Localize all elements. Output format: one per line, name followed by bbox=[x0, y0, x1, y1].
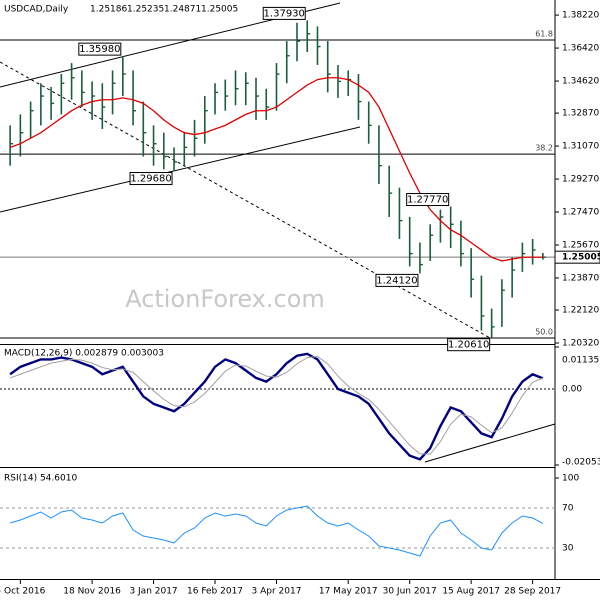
x-tick-label: 28 Sep 2017 bbox=[504, 587, 561, 597]
symbol: USDCAD,Daily bbox=[4, 5, 69, 15]
macd-tick-label: 0.011355 bbox=[562, 356, 600, 366]
macd-title: MACD(12,26,9) 0.002879 0.003003 bbox=[4, 349, 164, 359]
pivot-label: 1.27770 bbox=[407, 195, 448, 206]
x-tick-label: 18 Nov 2016 bbox=[63, 587, 121, 597]
y-tick-label: 1.27470 bbox=[562, 208, 599, 218]
y-tick-label: 1.29270 bbox=[562, 175, 599, 185]
pivot-label: 1.29680 bbox=[130, 174, 171, 185]
x-tick-label: 5 Oct 2016 bbox=[0, 587, 46, 597]
watermark: ActionForex.com bbox=[125, 285, 325, 313]
x-tick-label: 3 Apr 2017 bbox=[252, 587, 302, 597]
y-tick-label: 1.36420 bbox=[562, 44, 599, 54]
pivot-box bbox=[78, 42, 122, 56]
level-label: 38.2 bbox=[535, 144, 553, 153]
pivot-box bbox=[262, 6, 306, 20]
trend-line bbox=[424, 423, 556, 463]
price-badge bbox=[554, 250, 600, 264]
x-tick-label: 30 Jun 2017 bbox=[383, 587, 437, 597]
y-tick-label: 1.38220 bbox=[562, 11, 599, 21]
moving-average bbox=[9, 77, 543, 262]
pivot-label: 1.20610 bbox=[448, 340, 489, 351]
rsi-tick-label: 100 bbox=[562, 474, 579, 484]
rsi-tick-label: 70 bbox=[562, 504, 574, 514]
x-tick-label: 17 May 2017 bbox=[319, 587, 378, 597]
ohlc-value: 1.25005 bbox=[201, 5, 238, 15]
x-tick-label: 3 Jan 2017 bbox=[129, 587, 177, 597]
y-tick-label: 1.34620 bbox=[562, 77, 599, 87]
y-tick-label: 1.23870 bbox=[562, 273, 599, 283]
y-tick-label: 1.32870 bbox=[562, 109, 599, 119]
y-tick-label: 1.22120 bbox=[562, 306, 599, 316]
pivot-label: 1.37930 bbox=[264, 8, 305, 19]
pivot-box bbox=[375, 273, 419, 287]
level-label: 50.0 bbox=[535, 328, 553, 337]
ohlc-value: 1.24871 bbox=[164, 5, 201, 15]
rsi-line bbox=[9, 505, 544, 557]
y-tick-label: 1.20320 bbox=[562, 339, 599, 349]
y-tick-label: 1.25670 bbox=[562, 240, 599, 250]
macd-line bbox=[9, 352, 544, 461]
level-label: 61.8 bbox=[535, 30, 553, 39]
macd-line bbox=[9, 355, 544, 455]
ohlc-value: 1.25235 bbox=[127, 5, 164, 15]
x-tick-label: 16 Feb 2017 bbox=[187, 587, 243, 597]
price-badge-label: 1.25005 bbox=[562, 253, 600, 263]
pivot-label: 1.35980 bbox=[79, 44, 120, 55]
macd-tick-label: 0.00 bbox=[562, 385, 582, 395]
pivot-label: 1.24120 bbox=[376, 275, 417, 286]
ohlc-value: 1.25186 bbox=[90, 5, 127, 15]
rsi-title: RSI(14) 54.6010 bbox=[4, 474, 77, 484]
y-tick-label: 1.31070 bbox=[562, 142, 599, 152]
trend-line bbox=[0, 126, 361, 213]
pivot-box bbox=[406, 193, 450, 207]
pivot-box bbox=[129, 172, 173, 186]
rsi-tick-label: 30 bbox=[562, 544, 574, 554]
x-tick-label: 15 Aug 2017 bbox=[442, 587, 500, 597]
trend-line bbox=[0, 61, 491, 339]
pivot-box bbox=[447, 338, 491, 352]
